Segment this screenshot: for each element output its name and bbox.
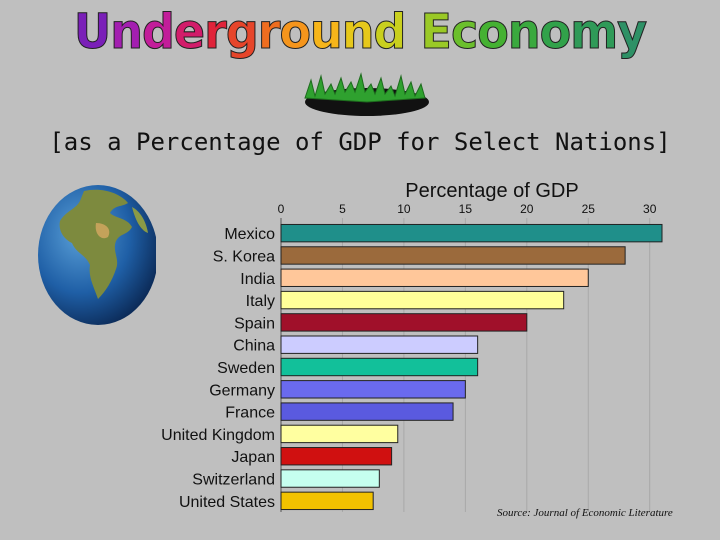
bar [280, 290, 565, 310]
x-tick-label: 30 [643, 202, 657, 216]
bar-series [280, 223, 663, 511]
category-label: Mexico [224, 226, 275, 243]
category-label: Spain [234, 315, 275, 332]
x-axis-ticks: 0 5 10 15 20 25 30 [278, 202, 657, 216]
chart-title: Percentage of GDP [405, 180, 578, 202]
x-tick-label: 25 [582, 202, 596, 216]
x-tick-label: 10 [397, 202, 411, 216]
bar [280, 223, 663, 243]
bar [280, 268, 589, 287]
bar [280, 491, 374, 511]
bar [280, 424, 399, 444]
x-tick-label: 5 [339, 202, 346, 216]
category-label: China [233, 338, 275, 355]
category-label: India [240, 271, 275, 288]
bar [280, 402, 454, 421]
category-label: Italy [246, 293, 275, 310]
category-label: United Kingdom [161, 427, 275, 444]
source-note: Source: Journal of Economic Literature [497, 507, 673, 519]
category-label: Japan [231, 449, 275, 466]
x-tick-label: 0 [278, 202, 285, 216]
category-label: Sweden [217, 360, 275, 377]
bar [280, 447, 393, 466]
category-label: Switzerland [192, 472, 275, 489]
category-labels: Mexico S. Korea India Italy Spain China Sweden… [161, 226, 275, 511]
category-label: S. Korea [213, 248, 275, 265]
category-label: Germany [209, 382, 275, 399]
subtitle: [as a Percentage of GDP for Select Natio… [49, 128, 671, 156]
bar [280, 469, 380, 488]
x-tick-label: 15 [459, 202, 473, 216]
category-label: United States [179, 494, 275, 511]
bar [280, 357, 479, 377]
bar [280, 313, 528, 332]
hole-grass-icon [304, 72, 429, 116]
slide-title: Underground Economy [73, 2, 647, 60]
bar [280, 246, 626, 265]
bar [280, 335, 479, 354]
x-tick-label: 20 [520, 202, 534, 216]
globe-icon [38, 185, 156, 325]
category-label: France [225, 405, 275, 422]
bar [280, 380, 466, 399]
